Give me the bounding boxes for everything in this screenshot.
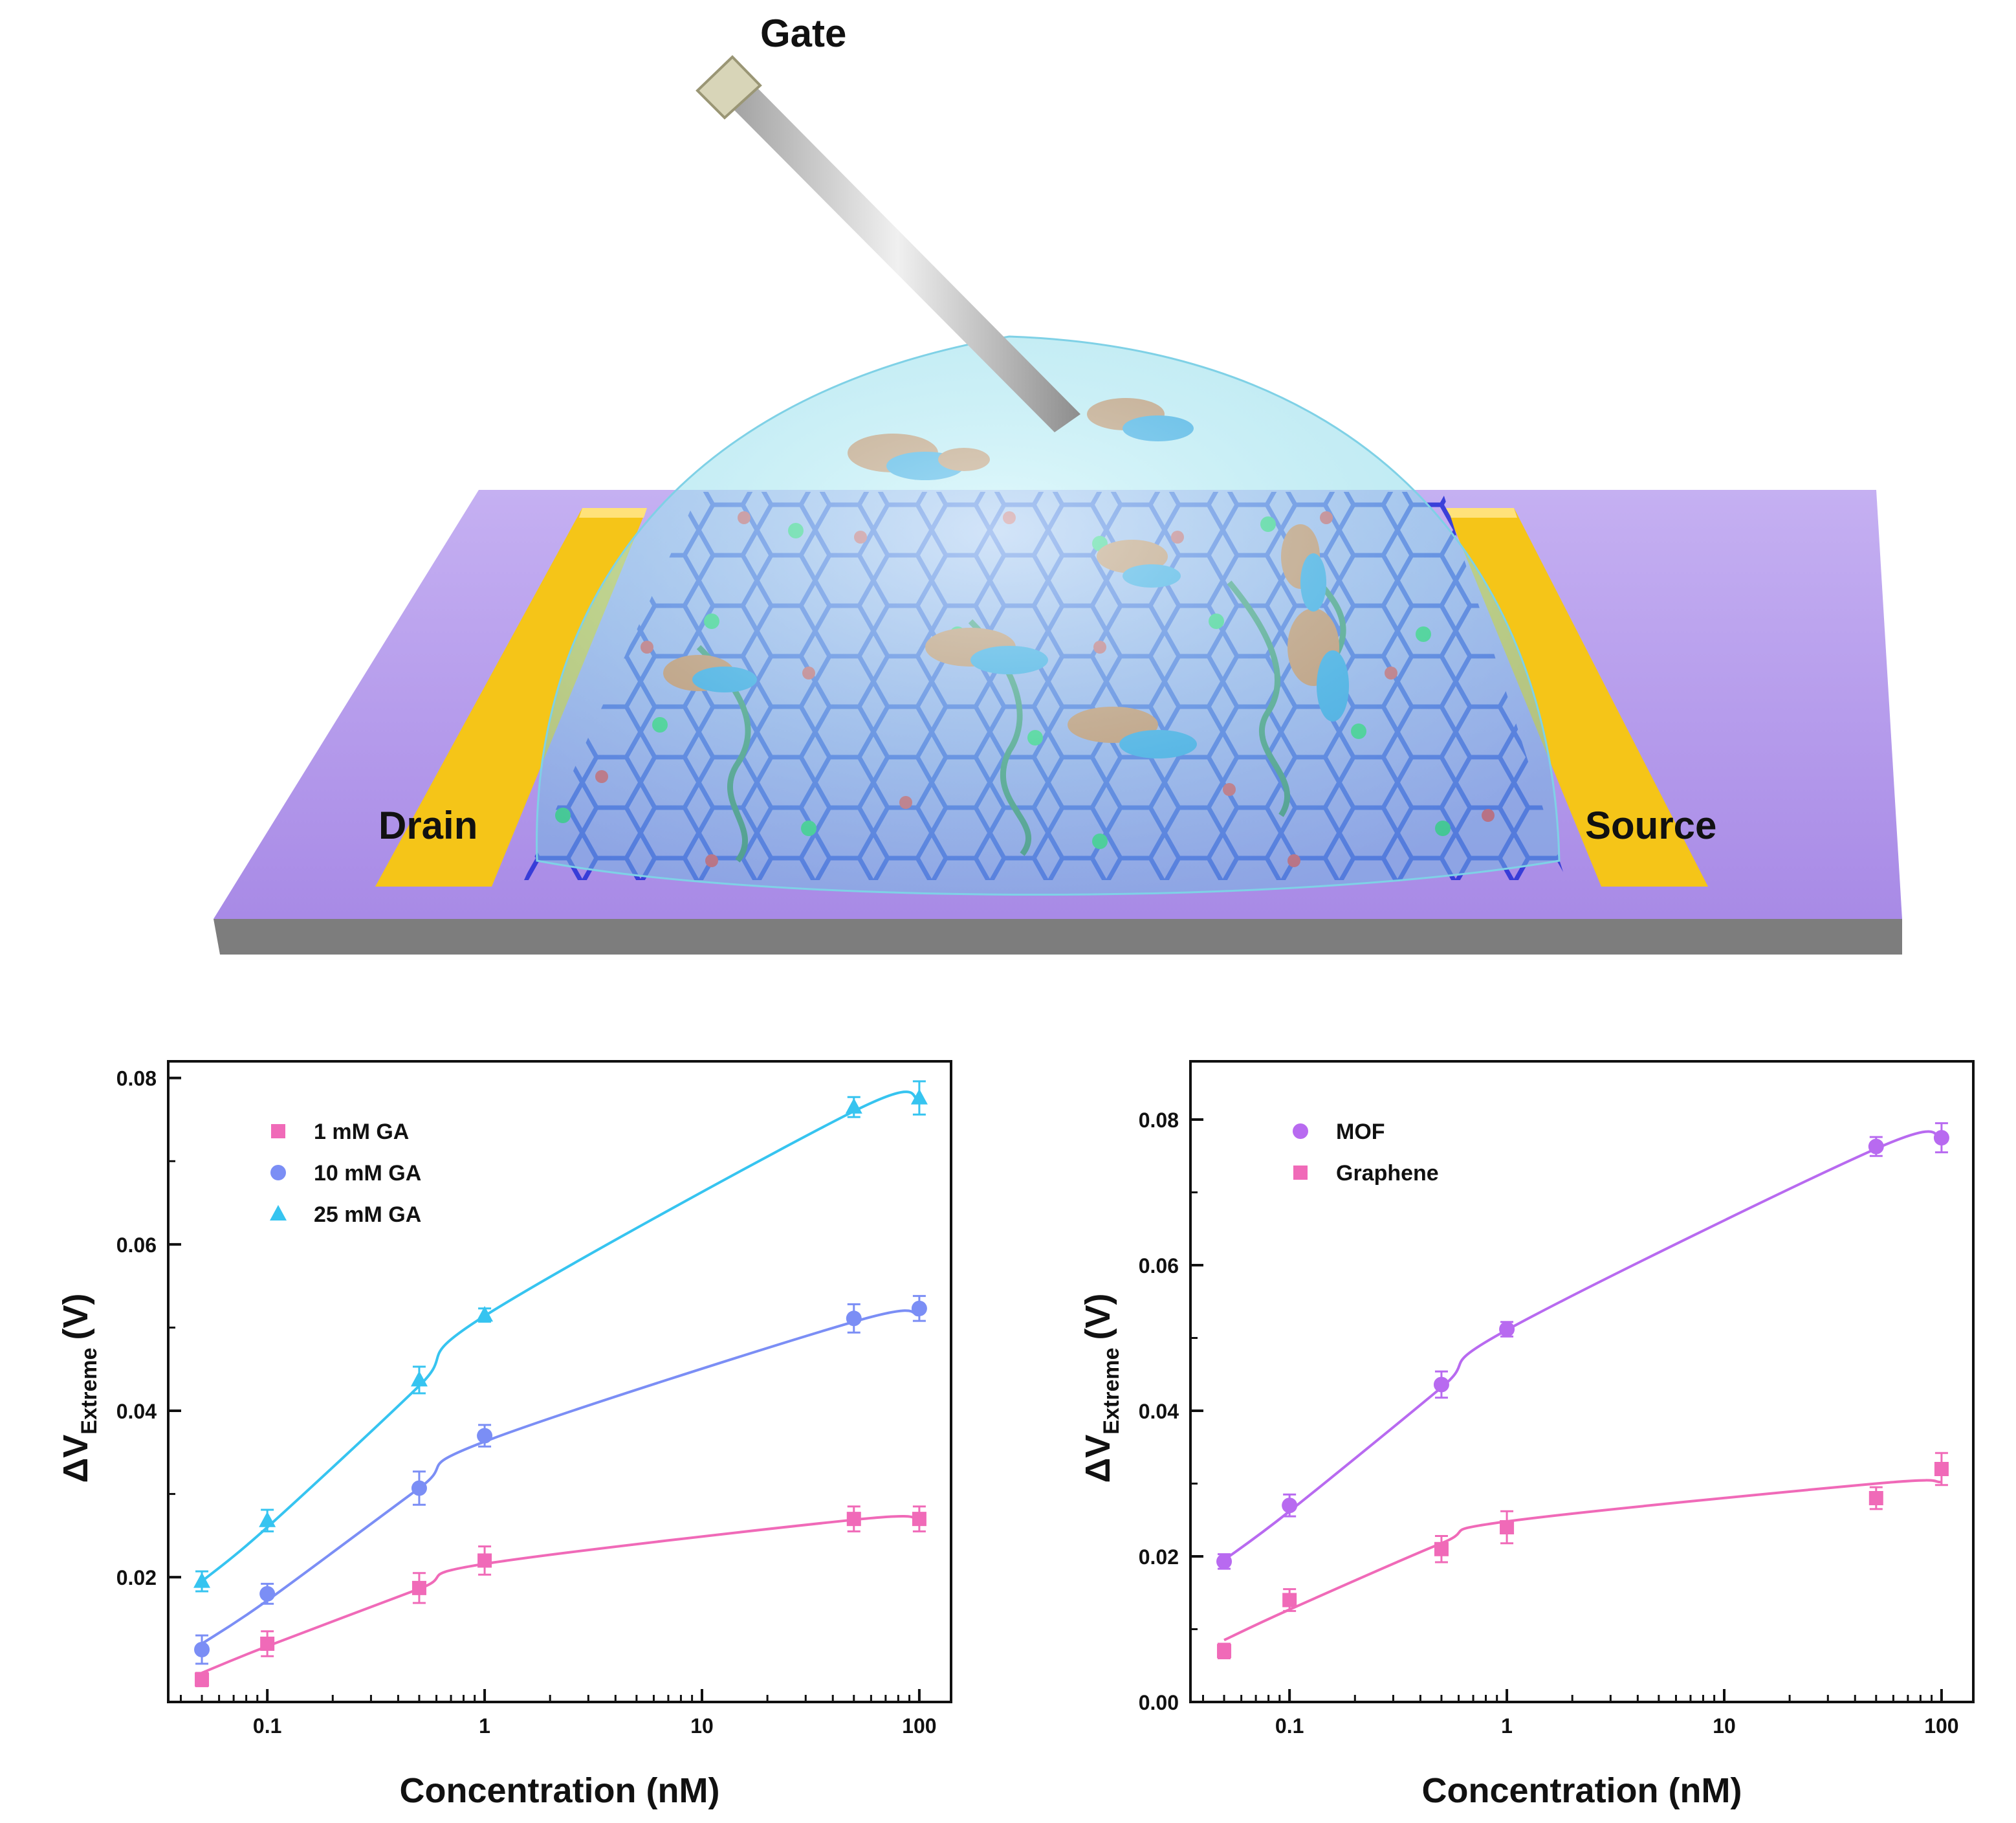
drain-electrode bbox=[375, 508, 647, 887]
data-point bbox=[410, 1371, 428, 1387]
legend-label: Graphene bbox=[1336, 1161, 1439, 1186]
source-label: Source bbox=[1585, 804, 1716, 847]
data-point bbox=[1434, 1541, 1449, 1556]
y-axis-label-main: ΔV bbox=[1079, 1435, 1117, 1483]
y-tick-label: 0.04 bbox=[116, 1400, 157, 1423]
y-axis-label-unit: (V) bbox=[56, 1293, 95, 1340]
data-point bbox=[259, 1511, 276, 1527]
data-point bbox=[846, 1310, 862, 1327]
data-point bbox=[1216, 1553, 1233, 1569]
x-tick-label: 10 bbox=[1713, 1714, 1736, 1738]
y-tick-label: 0.02 bbox=[116, 1566, 157, 1589]
series-graphene bbox=[1217, 1452, 1949, 1659]
data-point bbox=[1500, 1520, 1515, 1534]
y-tick-label: 0.06 bbox=[116, 1233, 157, 1257]
data-point bbox=[846, 1512, 861, 1527]
x-axis-label: Concentration (nM) bbox=[400, 1771, 720, 1810]
data-point bbox=[1282, 1593, 1297, 1608]
x-tick-label: 100 bbox=[1924, 1714, 1958, 1738]
x-tick-label: 100 bbox=[902, 1714, 936, 1738]
data-point bbox=[1433, 1376, 1449, 1393]
series-10-mm-ga bbox=[194, 1295, 927, 1665]
y-axis-label-unit: (V) bbox=[1079, 1293, 1117, 1340]
x-tick-label: 0.1 bbox=[1275, 1714, 1304, 1738]
drain-label: Drain bbox=[378, 804, 477, 847]
y-tick-label: 0.08 bbox=[1139, 1109, 1179, 1132]
data-point bbox=[911, 1300, 927, 1316]
legend-label: MOF bbox=[1336, 1120, 1385, 1144]
y-tick-label: 0.02 bbox=[1139, 1545, 1179, 1569]
fit-curve bbox=[201, 1090, 920, 1583]
plot-frame bbox=[167, 1060, 952, 1703]
series-25-mm-ga bbox=[193, 1080, 928, 1593]
fit-curve bbox=[201, 1515, 919, 1674]
data-point bbox=[1868, 1138, 1884, 1155]
device-illustration: Gate Drain Source bbox=[214, 12, 1902, 955]
data-point bbox=[1933, 1130, 1949, 1146]
data-point bbox=[1934, 1462, 1949, 1476]
data-point bbox=[194, 1642, 210, 1657]
y-tick-label: 0.06 bbox=[1139, 1254, 1179, 1277]
data-point bbox=[1282, 1497, 1298, 1514]
plot-frame bbox=[1189, 1060, 1975, 1703]
x-tick-label: 1 bbox=[1501, 1714, 1513, 1738]
data-point bbox=[477, 1428, 493, 1444]
legend-marker bbox=[271, 1124, 285, 1138]
data-point bbox=[195, 1672, 210, 1687]
y-axis-label: ΔVExtreme (V) bbox=[1079, 1293, 1124, 1483]
gate-electrode bbox=[696, 55, 1080, 432]
x-axis-label: Concentration (nM) bbox=[1422, 1771, 1742, 1810]
y-tick-label: 0.00 bbox=[1139, 1691, 1179, 1714]
y-axis-label-sub: Extreme bbox=[77, 1347, 102, 1434]
legend-label: 25 mM GA bbox=[314, 1202, 421, 1227]
fit-curve bbox=[1223, 1479, 1942, 1642]
data-point bbox=[912, 1512, 926, 1527]
legend-marker bbox=[270, 1165, 286, 1180]
series-1-mm-ga bbox=[195, 1505, 926, 1688]
legend-label: 10 mM GA bbox=[314, 1161, 421, 1186]
data-point bbox=[411, 1580, 426, 1595]
data-point bbox=[1217, 1644, 1232, 1659]
data-point bbox=[910, 1088, 928, 1105]
data-point bbox=[260, 1637, 275, 1651]
legend: MOF Graphene bbox=[1293, 1120, 1439, 1186]
data-point bbox=[477, 1553, 492, 1568]
fit-curve bbox=[201, 1309, 920, 1645]
data-point bbox=[845, 1098, 862, 1114]
x-tick-label: 10 bbox=[690, 1714, 714, 1738]
electrolyte-droplet bbox=[536, 335, 1561, 896]
legend-marker bbox=[1293, 1123, 1308, 1139]
y-axis-label-sub: Extreme bbox=[1099, 1347, 1124, 1434]
legend-marker bbox=[1293, 1166, 1308, 1180]
chart-ga-concentration: 0.02 0.04 0.06 0.08 0.1 1 10 100 Concentration (… bbox=[56, 1060, 952, 1810]
chart-mof-vs-graphene: 0.00 0.02 0.04 0.06 0.08 0.1 1 10 100 Concentrati… bbox=[1079, 1060, 1975, 1810]
data-point bbox=[193, 1572, 211, 1588]
y-tick-label: 0.08 bbox=[116, 1067, 157, 1090]
data-point bbox=[259, 1585, 276, 1602]
y-axis-label: ΔVExtreme (V) bbox=[56, 1293, 102, 1483]
legend: 1 mM GA 10 mM GA 25 mM GA bbox=[270, 1120, 421, 1227]
data-point bbox=[1499, 1321, 1515, 1337]
legend-label: 1 mM GA bbox=[314, 1120, 409, 1144]
x-tick-label: 0.1 bbox=[253, 1714, 281, 1738]
y-axis-label-main: ΔV bbox=[56, 1435, 95, 1483]
x-tick-label: 1 bbox=[479, 1714, 490, 1738]
legend-marker bbox=[270, 1205, 287, 1221]
y-tick-label: 0.04 bbox=[1139, 1400, 1179, 1423]
data-point bbox=[476, 1306, 494, 1322]
series-mof bbox=[1216, 1122, 1949, 1570]
gate-label: Gate bbox=[760, 12, 846, 55]
source-electrode bbox=[1446, 508, 1708, 887]
fit-curve bbox=[1223, 1130, 1942, 1562]
data-point bbox=[411, 1480, 427, 1496]
data-point bbox=[1868, 1491, 1883, 1505]
